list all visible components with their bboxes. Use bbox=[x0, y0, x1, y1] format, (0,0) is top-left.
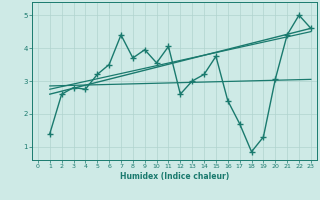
X-axis label: Humidex (Indice chaleur): Humidex (Indice chaleur) bbox=[120, 172, 229, 181]
